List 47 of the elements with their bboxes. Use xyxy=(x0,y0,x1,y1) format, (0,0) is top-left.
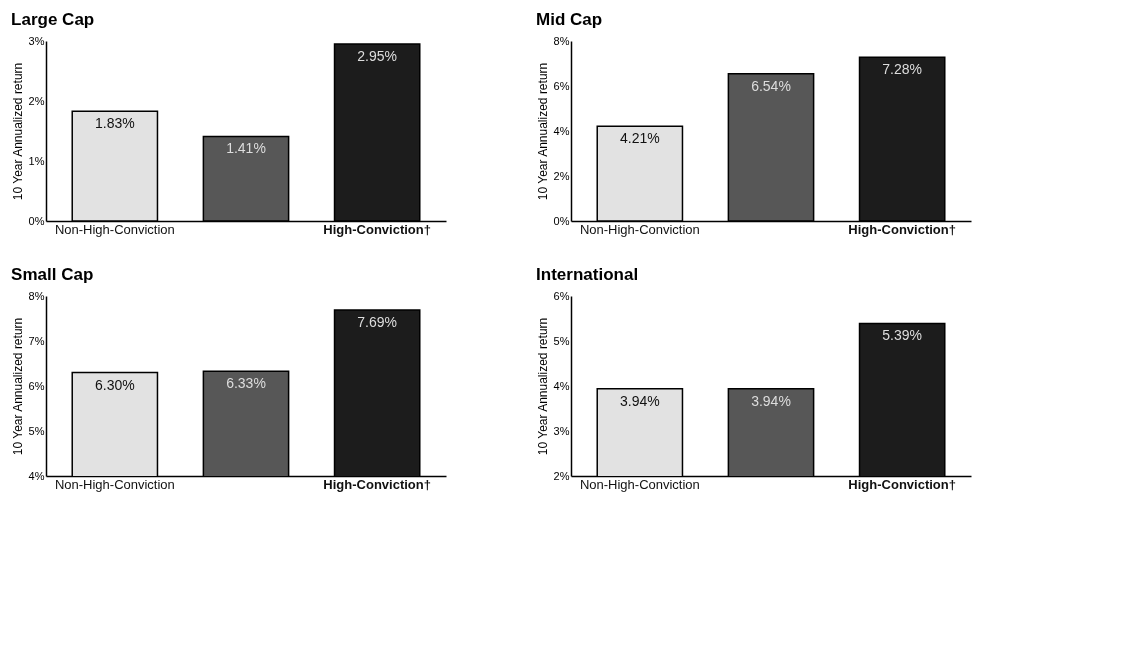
data-label: 5.39% xyxy=(882,327,922,344)
x-tick-label: High-Conviction† xyxy=(323,476,431,492)
y-tick-label: 3% xyxy=(28,34,45,47)
chart-title: Mid Cap xyxy=(536,10,603,29)
y-tick-label: 4% xyxy=(553,379,570,392)
x-tick-label: Non-High-Conviction xyxy=(579,221,700,237)
y-tick-label: 2% xyxy=(553,169,570,182)
y-tick-label: 5% xyxy=(553,334,570,347)
data-label: 7.28% xyxy=(882,61,922,78)
y-tick-label: 2% xyxy=(28,94,45,107)
x-tick-label: High-Conviction† xyxy=(848,476,956,492)
x-tick-label: High-Conviction† xyxy=(323,221,431,237)
data-label: 1.41% xyxy=(226,140,266,157)
data-label: 1.83% xyxy=(95,115,135,132)
data-label: 6.30% xyxy=(95,376,135,393)
x-tick-label: Non-High-Conviction xyxy=(54,476,175,492)
y-axis-title: 10 Year Annualized return xyxy=(535,62,550,201)
y-tick-label: 4% xyxy=(553,124,570,137)
chart-title: International xyxy=(536,265,639,284)
y-tick-label: 2% xyxy=(553,469,570,482)
y-axis-title: 10 Year Annualized return xyxy=(10,62,25,201)
y-axis-title: 10 Year Annualized return xyxy=(10,317,25,456)
data-label: 6.33% xyxy=(226,375,266,392)
y-tick-label: 5% xyxy=(28,424,45,437)
data-label: 2.95% xyxy=(357,48,397,64)
y-tick-label: 6% xyxy=(28,379,45,392)
x-tick-label: Non-High-Conviction xyxy=(54,221,175,237)
y-tick-label: 6% xyxy=(553,289,570,302)
data-label: 3.94% xyxy=(751,392,791,409)
data-label: 3.94% xyxy=(620,392,660,409)
y-tick-label: 3% xyxy=(553,424,570,437)
x-tick-label: High-Conviction† xyxy=(848,221,956,237)
y-tick-label: 0% xyxy=(28,214,45,227)
chart-title: Large Cap xyxy=(11,10,95,29)
y-tick-label: 8% xyxy=(553,34,570,47)
chart-title: Small Cap xyxy=(11,265,94,284)
y-tick-label: 8% xyxy=(28,289,45,302)
data-label: 6.54% xyxy=(751,77,791,94)
data-label: 4.21% xyxy=(620,130,660,147)
y-tick-label: 1% xyxy=(28,154,45,167)
y-tick-label: 0% xyxy=(553,214,570,227)
y-tick-label: 6% xyxy=(553,79,570,92)
y-tick-label: 4% xyxy=(28,469,45,482)
y-axis-title: 10 Year Annualized return xyxy=(535,317,550,456)
y-tick-label: 7% xyxy=(28,334,45,347)
data-label: 7.69% xyxy=(357,313,397,330)
x-tick-label: Non-High-Conviction xyxy=(579,476,700,492)
